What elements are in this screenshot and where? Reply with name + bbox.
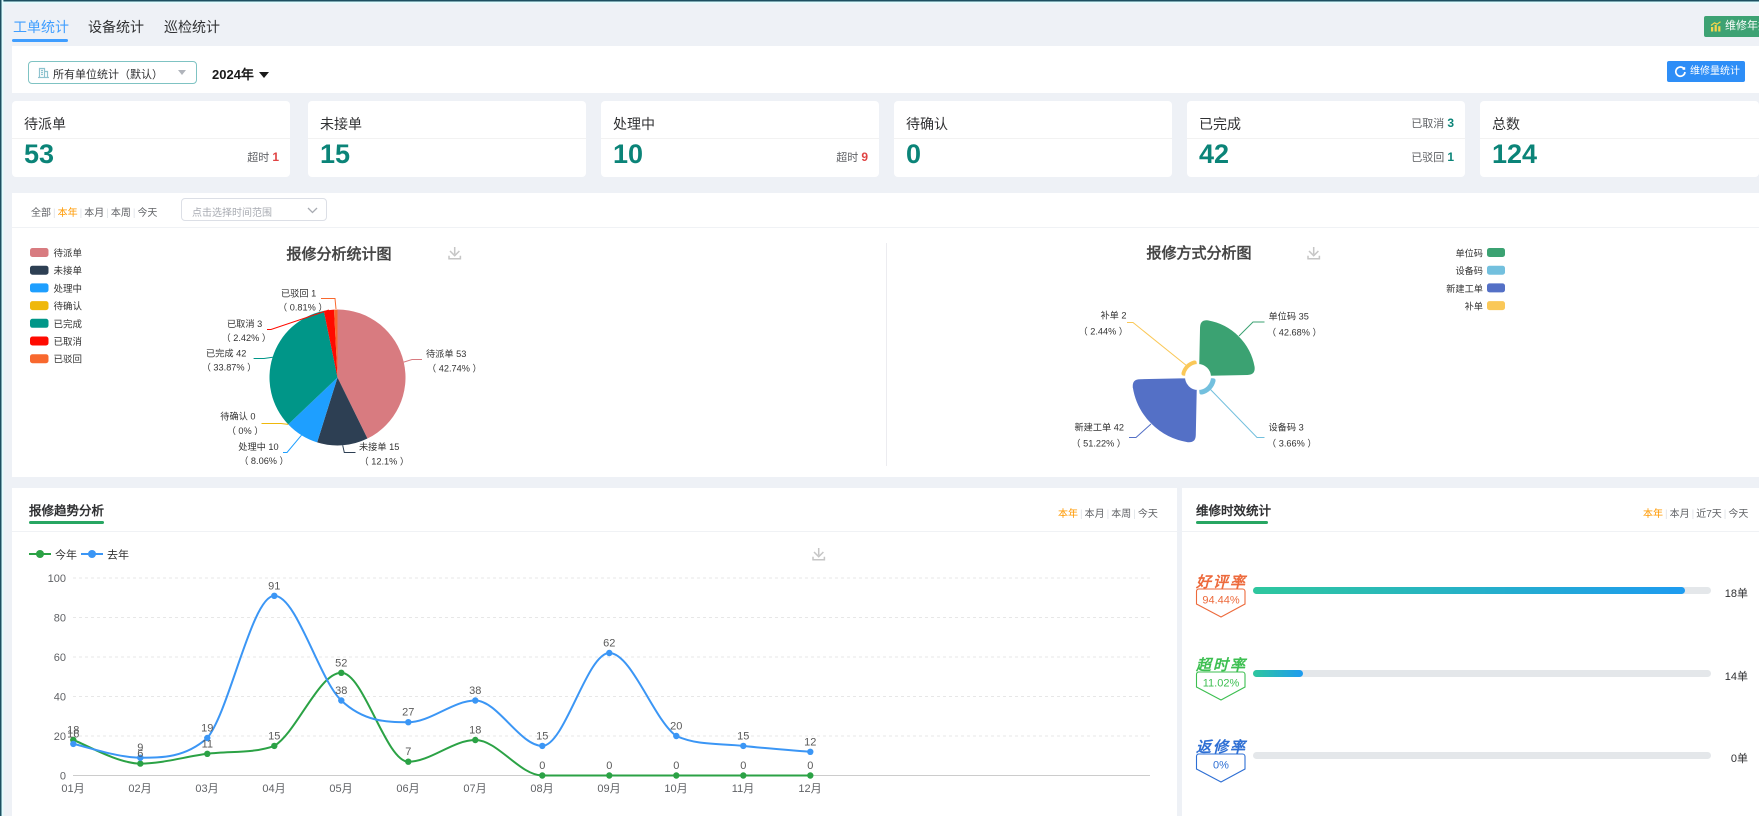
svg-text:已驳回: 已驳回 (54, 355, 83, 366)
svg-text:08月: 08月 (530, 783, 553, 795)
svg-text:19: 19 (201, 723, 213, 735)
svg-text:设备码: 设备码 (1455, 265, 1483, 276)
svg-text:已驳回 1: 已驳回 1 (281, 289, 316, 299)
svg-text:20: 20 (54, 731, 66, 743)
svg-text:11月: 11月 (732, 783, 754, 795)
svg-text:18: 18 (469, 725, 481, 737)
svg-text:已取消 3: 已取消 3 (227, 318, 262, 329)
svg-text:91: 91 (268, 580, 280, 592)
svg-text:40: 40 (54, 692, 66, 704)
svg-text:0: 0 (807, 760, 813, 772)
svg-text:15: 15 (737, 730, 749, 742)
svg-text:0: 0 (673, 760, 679, 772)
svg-text:报修分析统计图: 报修分析统计图 (286, 245, 391, 263)
svg-text:38: 38 (335, 685, 347, 697)
svg-text:（ 8.06% ）: （ 8.06% ） (239, 456, 289, 466)
svg-text:新建工单: 新建工单 (1446, 283, 1483, 294)
svg-text:处理中: 处理中 (54, 283, 83, 295)
svg-text:（ 2.42% ）: （ 2.42% ） (222, 333, 272, 343)
svg-text:待确认: 待确认 (54, 301, 83, 313)
svg-text:62: 62 (603, 638, 615, 650)
svg-text:已完成: 已完成 (54, 318, 83, 330)
svg-text:新建工单 42: 新建工单 42 (1074, 422, 1124, 433)
svg-text:单位码 35: 单位码 35 (1269, 311, 1309, 322)
svg-text:处理中 10: 处理中 10 (238, 441, 278, 452)
svg-text:0: 0 (539, 760, 545, 772)
svg-text:15: 15 (268, 730, 280, 742)
svg-text:（ 42.74% ）: （ 42.74% ） (427, 364, 482, 374)
svg-text:报修方式分析图: 报修方式分析图 (1146, 244, 1251, 262)
svg-text:单位码: 单位码 (1455, 248, 1483, 259)
svg-text:9: 9 (137, 742, 143, 754)
svg-text:0: 0 (60, 771, 66, 783)
svg-text:09月: 09月 (597, 783, 620, 795)
svg-text:20: 20 (670, 721, 682, 733)
svg-text:今年: 今年 (55, 548, 77, 562)
svg-text:7: 7 (405, 746, 411, 758)
svg-text:（ 42.68% ）: （ 42.68% ） (1267, 328, 1322, 338)
svg-text:（ 0.81% ）: （ 0.81% ） (278, 303, 328, 313)
svg-text:设备码 3: 设备码 3 (1269, 422, 1304, 433)
svg-text:6: 6 (137, 748, 143, 760)
svg-text:94.44%: 94.44% (1202, 595, 1240, 607)
svg-text:未接单: 未接单 (54, 265, 83, 277)
svg-text:待确认 0: 待确认 0 (220, 411, 255, 422)
svg-text:待派单 53: 待派单 53 (426, 348, 466, 359)
svg-text:10月: 10月 (664, 783, 687, 795)
svg-text:06月: 06月 (396, 783, 419, 795)
svg-text:18: 18 (67, 725, 79, 737)
svg-text:04月: 04月 (262, 783, 285, 795)
svg-text:12: 12 (804, 736, 816, 748)
svg-text:（ 51.22% ）: （ 51.22% ） (1071, 439, 1126, 449)
svg-text:60: 60 (54, 652, 66, 664)
svg-text:0%: 0% (1213, 760, 1229, 772)
svg-text:待派单: 待派单 (54, 248, 83, 260)
svg-text:11: 11 (202, 738, 213, 750)
svg-text:补单: 补单 (1465, 301, 1483, 312)
svg-text:（ 2.44% ）: （ 2.44% ） (1078, 327, 1128, 337)
svg-text:12月: 12月 (798, 783, 821, 795)
svg-text:（ 33.87% ）: （ 33.87% ） (202, 363, 257, 373)
svg-text:（ 3.66% ）: （ 3.66% ） (1267, 439, 1317, 449)
svg-text:03月: 03月 (195, 783, 218, 795)
svg-text:52: 52 (335, 657, 347, 669)
svg-text:（ 0% ）: （ 0% ） (227, 426, 264, 436)
svg-text:（ 12.1% ）: （ 12.1% ） (360, 457, 410, 467)
svg-text:05月: 05月 (329, 783, 352, 795)
svg-text:已取消: 已取消 (54, 336, 83, 348)
svg-text:未接单 15: 未接单 15 (359, 441, 399, 452)
svg-text:100: 100 (48, 573, 66, 585)
svg-text:15: 15 (536, 730, 548, 742)
svg-text:02月: 02月 (128, 783, 151, 795)
svg-text:38: 38 (469, 685, 481, 697)
svg-text:80: 80 (54, 613, 66, 625)
svg-text:16: 16 (67, 728, 79, 740)
svg-text:01月: 01月 (61, 783, 84, 795)
svg-text:已完成 42: 已完成 42 (206, 348, 246, 359)
svg-text:27: 27 (402, 707, 414, 719)
svg-text:补单 2: 补单 2 (1100, 310, 1126, 321)
svg-text:去年: 去年 (107, 548, 129, 562)
svg-text:07月: 07月 (463, 783, 486, 795)
svg-text:0: 0 (606, 760, 612, 772)
svg-text:0: 0 (740, 760, 746, 772)
svg-text:11.02%: 11.02% (1203, 678, 1240, 690)
